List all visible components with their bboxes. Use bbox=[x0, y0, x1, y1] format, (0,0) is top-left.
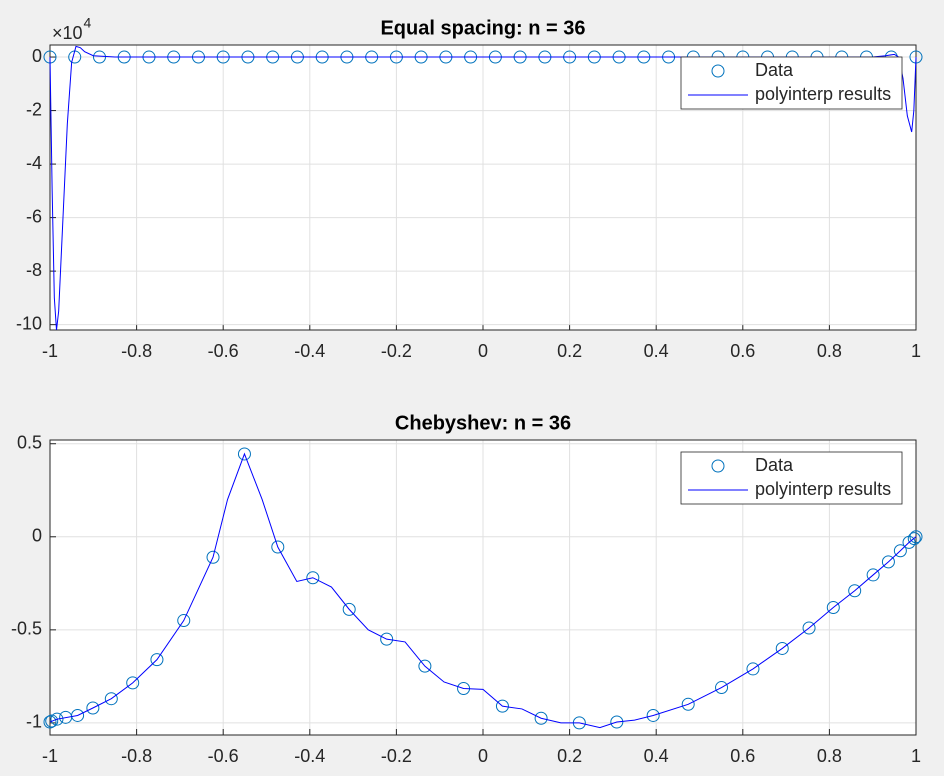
data-point bbox=[43, 715, 57, 729]
x-tick-label: -0.8 bbox=[121, 746, 152, 766]
data-point bbox=[893, 544, 907, 558]
y-tick-label: -0.5 bbox=[11, 619, 42, 639]
data-point bbox=[746, 662, 760, 676]
data-point bbox=[104, 692, 118, 706]
x-tick-label: -1 bbox=[42, 746, 58, 766]
x-tick-label: 0.8 bbox=[817, 341, 842, 361]
data-point bbox=[418, 659, 432, 673]
data-point bbox=[866, 568, 880, 582]
y-multiplier-exponent: 4 bbox=[84, 15, 92, 31]
data-point bbox=[826, 601, 840, 615]
data-point bbox=[71, 708, 85, 722]
data-point bbox=[126, 676, 140, 690]
data-point bbox=[848, 584, 862, 598]
y-tick-label: 0.5 bbox=[17, 432, 42, 452]
x-tick-label: -0.4 bbox=[294, 746, 325, 766]
x-tick-label: 0 bbox=[478, 341, 488, 361]
legend: Data polyinterp results bbox=[680, 451, 903, 505]
legend-label: Data bbox=[755, 60, 794, 80]
y-tick-label: -4 bbox=[26, 153, 42, 173]
x-tick-label: 1 bbox=[911, 341, 921, 361]
data-point bbox=[92, 50, 106, 64]
chart-title: Equal spacing: n = 36 bbox=[380, 17, 585, 39]
axes: -1 -0.8 -0.6 -0.4 -0.2 0 0.2 0.4 0.6 0.8 1 -1 -0.5 0 0… bbox=[11, 412, 923, 766]
axes: -1 -0.8 -0.6 -0.4 -0.2 0 0.2 0.4 0.6 0.8 1 -10 -8 -6 -… bbox=[16, 15, 923, 361]
x-tick-label: -0.2 bbox=[381, 746, 412, 766]
y-tick-label: -2 bbox=[26, 99, 42, 119]
x-tick-label: 0.6 bbox=[730, 746, 755, 766]
axes-box bbox=[49, 44, 917, 331]
data-point bbox=[150, 653, 164, 667]
y-tick-label: -10 bbox=[16, 313, 42, 333]
x-tick-label: -0.6 bbox=[208, 341, 239, 361]
legend-marker bbox=[711, 64, 725, 78]
y-tick-label: 0 bbox=[32, 526, 42, 546]
data-point bbox=[237, 447, 251, 461]
data-point bbox=[802, 621, 816, 635]
legend-label: polyinterp results bbox=[755, 84, 891, 104]
data-point bbox=[775, 641, 789, 655]
x-tick-label: -0.4 bbox=[294, 341, 325, 361]
interp-line bbox=[49, 452, 917, 729]
x-tick-label: 1 bbox=[911, 746, 921, 766]
data-point bbox=[907, 532, 921, 546]
data-point bbox=[86, 701, 100, 715]
y-tick-label: -6 bbox=[26, 206, 42, 226]
x-tick-label: 0.2 bbox=[557, 746, 582, 766]
x-tick-label: -0.2 bbox=[381, 341, 412, 361]
legend-marker bbox=[711, 459, 725, 473]
data-point bbox=[534, 711, 548, 725]
data-point bbox=[909, 530, 923, 544]
x-tick-label: 0.2 bbox=[557, 341, 582, 361]
data-point bbox=[881, 555, 895, 569]
data-point bbox=[306, 571, 320, 585]
data-point bbox=[681, 697, 695, 711]
axes-box bbox=[49, 439, 917, 736]
legend: Data polyinterp results bbox=[680, 56, 903, 110]
x-tick-label: 0.8 bbox=[817, 746, 842, 766]
data-point bbox=[271, 540, 285, 554]
interp-line bbox=[49, 45, 917, 331]
chart-title: Chebyshev: n = 36 bbox=[395, 412, 571, 434]
x-tick-label: -0.6 bbox=[208, 746, 239, 766]
x-tick-label: 0 bbox=[478, 746, 488, 766]
legend-label: Data bbox=[755, 455, 794, 475]
legend-box bbox=[680, 451, 903, 505]
x-tick-label: 0.4 bbox=[644, 341, 669, 361]
x-tick-label: 0.4 bbox=[644, 746, 669, 766]
x-tick-label: -1 bbox=[42, 341, 58, 361]
legend-label: polyinterp results bbox=[755, 479, 891, 499]
x-tick-label: 0.6 bbox=[730, 341, 755, 361]
legend-box bbox=[680, 56, 903, 110]
data-point bbox=[177, 614, 191, 628]
data-point bbox=[380, 632, 394, 646]
data-point bbox=[50, 712, 64, 726]
y-multiplier: ×10 bbox=[52, 23, 83, 43]
data-point bbox=[45, 714, 59, 728]
y-tick-label: -1 bbox=[26, 712, 42, 732]
data-point bbox=[206, 550, 220, 564]
y-tick-label: -8 bbox=[26, 260, 42, 280]
data-point bbox=[342, 602, 356, 616]
data-point bbox=[646, 708, 660, 722]
data-point bbox=[715, 681, 729, 695]
y-tick-label: 0 bbox=[32, 46, 42, 66]
data-point bbox=[495, 699, 509, 713]
x-tick-label: -0.8 bbox=[121, 341, 152, 361]
data-point bbox=[610, 715, 624, 729]
